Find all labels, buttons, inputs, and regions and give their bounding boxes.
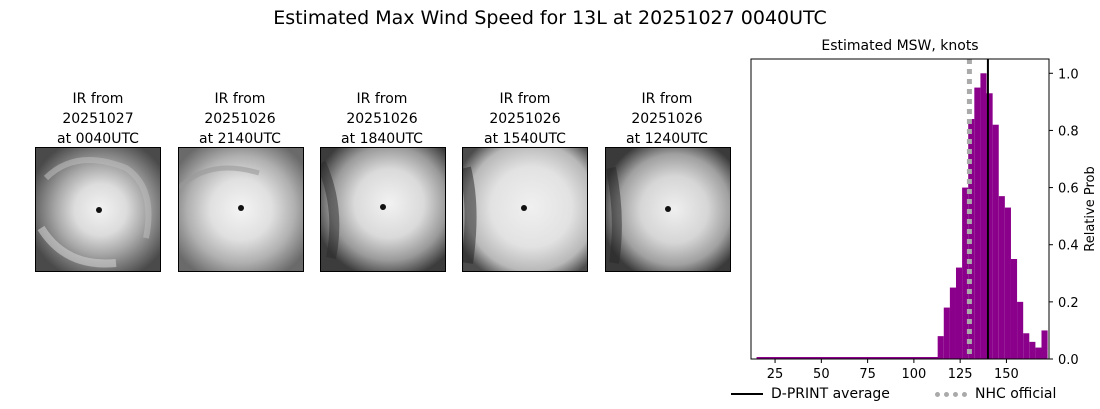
ir-panel-title-date: 20251026	[631, 111, 703, 127]
y-axis-label: Relative Prob	[1083, 166, 1098, 251]
histogram-bar	[1017, 301, 1024, 359]
x-tick-label: 50	[813, 367, 830, 382]
ir-panel-title-date: 20251026	[489, 111, 561, 127]
ir-panel-title: IR from 20251027 at 0040UTC	[28, 89, 168, 149]
histogram-bar	[1035, 347, 1042, 359]
histogram-bar	[962, 187, 969, 359]
histogram-bar	[937, 336, 944, 359]
ir-panel-title-line: IR from	[499, 91, 551, 107]
ir-satellite-image	[605, 147, 731, 272]
histogram-bar	[1023, 333, 1030, 359]
legend-label-nhc: NHC official	[975, 386, 1057, 402]
ir-satellite-image	[320, 147, 446, 272]
x-tick-label: 100	[901, 367, 926, 382]
ir-satellite-image	[35, 147, 161, 272]
legend-item-nhc: NHC official	[935, 386, 1056, 402]
x-tick-label: 75	[859, 367, 876, 382]
ir-panel-title-time: at 1540UTC	[484, 131, 566, 147]
ir-panel-title: IR from 20251026 at 1540UTC	[455, 89, 595, 149]
ir-panel-title-date: 20251027	[62, 111, 134, 127]
legend-dotted-line-icon	[935, 391, 967, 397]
legend-item-dprint: D-PRINT average	[731, 386, 890, 402]
histogram-bar	[998, 196, 1005, 359]
histogram-bar	[992, 124, 999, 359]
ir-panel-title-line: IR from	[641, 91, 693, 107]
ir-panel-title-date: 20251026	[204, 111, 276, 127]
ir-panel-title-time: at 1240UTC	[626, 131, 708, 147]
ir-panel-title-line: IR from	[356, 91, 408, 107]
histogram-bar	[1041, 330, 1048, 359]
y-tick-label: 0.2	[1058, 296, 1079, 311]
ir-satellite-image	[178, 147, 304, 272]
legend-solid-line-icon	[731, 393, 763, 395]
legend-label-dprint: D-PRINT average	[771, 386, 890, 402]
ir-panel-title: IR from 20251026 at 2140UTC	[170, 89, 310, 149]
histogram-bars	[756, 73, 1048, 360]
histogram-bar	[955, 267, 963, 359]
ir-panel-title-time: at 0040UTC	[57, 131, 139, 147]
y-tick-label: 0.0	[1058, 353, 1079, 368]
histogram-bar	[980, 73, 987, 360]
x-tick-label: 150	[994, 367, 1019, 382]
y-tick-label: 0.8	[1058, 124, 1079, 139]
ir-panel-title-time: at 1840UTC	[341, 131, 423, 147]
histogram-bar	[1010, 259, 1018, 359]
x-tick-label: 125	[948, 367, 973, 382]
y-tick-label: 1.0	[1058, 67, 1079, 82]
figure-title: Estimated Max Wind Speed for 13L at 2025…	[273, 7, 827, 29]
chart-axes: 25 50 75 100 125 150 0.0 0.2 0.4 0.6 0.8 1.0	[750, 58, 1079, 382]
ir-panel-title: IR from 20251026 at 1840UTC	[312, 89, 452, 149]
histogram-bar	[1029, 341, 1036, 359]
ir-satellite-image	[462, 147, 588, 272]
y-tick-label: 0.6	[1058, 182, 1079, 197]
histogram-bar	[943, 307, 950, 359]
y-tick-label: 0.4	[1058, 239, 1079, 254]
ir-panel-title-line: IR from	[214, 91, 266, 107]
histogram-bar	[986, 93, 993, 360]
histogram-bar	[949, 287, 956, 359]
chart-title: Estimated MSW, knots	[821, 38, 978, 54]
ir-panel-title-time: at 2140UTC	[199, 131, 281, 147]
x-tick-label: 25	[767, 367, 784, 382]
ir-panel-title-line: IR from	[72, 91, 124, 107]
histogram-bar	[974, 87, 981, 360]
ir-panel-title: IR from 20251026 at 1240UTC	[597, 89, 737, 149]
histogram-bar	[1004, 207, 1011, 359]
ir-panel-title-date: 20251026	[346, 111, 418, 127]
plot-frame	[750, 58, 1050, 360]
